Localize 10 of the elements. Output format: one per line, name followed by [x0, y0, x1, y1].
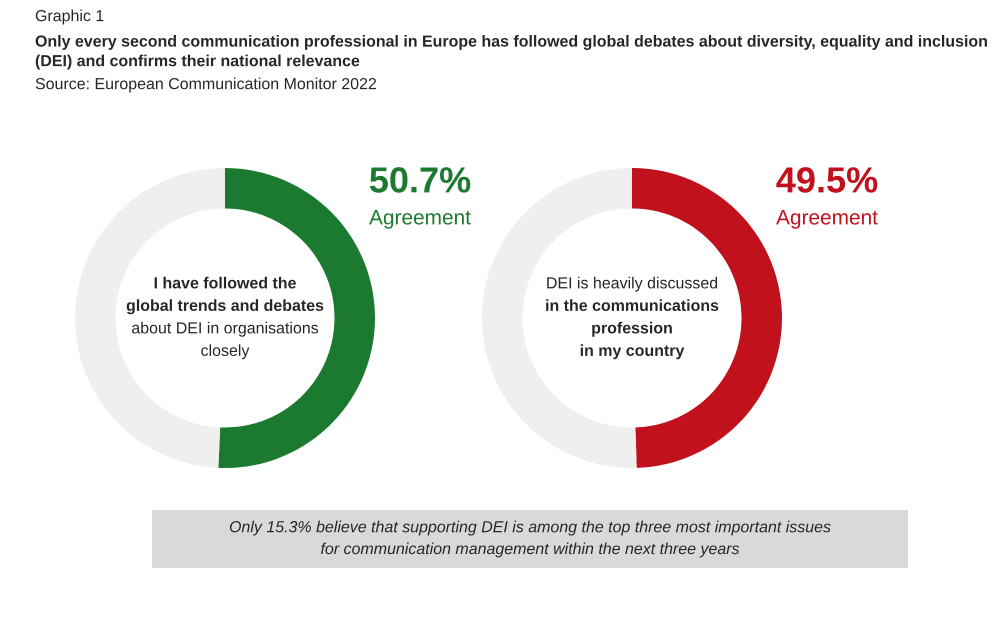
source-note: Source: European Communication Monitor 2022	[36, 78, 376, 92]
slice-label: Agreement	[369, 210, 471, 229]
text: Only every second communication professional in Europe has followed global debates about diversity, equality and inclusion (DEI) and confirms their national relevance	[36, 35, 987, 70]
chart-title: Graphic 1	[36, 10, 104, 24]
text: I have followed the global trends and debates about DEI in organisations closely	[126, 276, 324, 360]
data-label: 50.7%	[370, 167, 470, 193]
slice-label: Agreement	[776, 210, 878, 229]
data-label: 49.5%	[776, 167, 878, 193]
text: DEI is heavily discussed in the communications profession in my country	[546, 276, 718, 360]
text: Only 15.3% believe that supporting DEI is among the top three most important issues for communication management within the next three years	[230, 520, 831, 558]
